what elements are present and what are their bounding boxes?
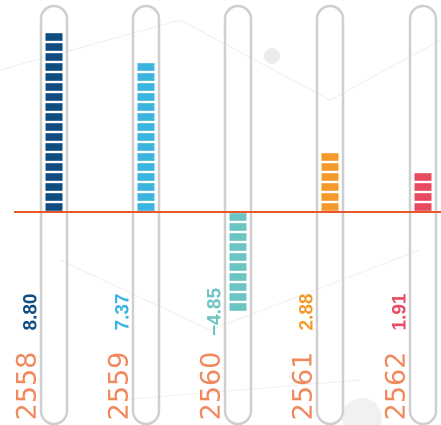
value-label: 1.91: [390, 293, 411, 330]
bar-segment: [321, 163, 339, 171]
bar-segment: [45, 123, 63, 131]
bar-track: [408, 4, 438, 425]
bar-segment: [229, 273, 247, 281]
bar-track: [131, 4, 161, 425]
bar-segment: [45, 163, 63, 171]
bar-segment: [137, 153, 155, 161]
bar-segment: [45, 93, 63, 101]
bar-segment: [321, 173, 339, 181]
bar-track: [315, 4, 345, 425]
bar-segment: [45, 83, 63, 91]
bar-segment: [45, 153, 63, 161]
bar-segment: [45, 173, 63, 181]
bar-track: [223, 4, 253, 425]
bar-segment: [137, 73, 155, 81]
bar-segment: [45, 183, 63, 191]
category-label: 2560: [196, 352, 227, 421]
bar-segment: [137, 123, 155, 131]
bar-segment: [229, 243, 247, 251]
bar-segment: [414, 203, 432, 211]
bar-segment: [137, 113, 155, 121]
bar-segment: [45, 113, 63, 121]
value-label: 8.80: [21, 294, 42, 331]
bar-segment: [321, 153, 339, 161]
bar-segment: [137, 193, 155, 201]
bar-track: [39, 4, 69, 425]
bar-segment: [137, 163, 155, 171]
bar-segment: [414, 193, 432, 201]
bar-segment: [414, 183, 432, 191]
bar-segment: [229, 263, 247, 271]
bar-2559: [137, 63, 155, 211]
bar-segment: [45, 43, 63, 51]
bar-segment: [229, 233, 247, 241]
category-label: 2559: [104, 352, 135, 421]
bar-segment: [229, 253, 247, 261]
bar-2562: [414, 173, 432, 211]
bar-2561: [321, 153, 339, 211]
bar-segment: [45, 203, 63, 211]
bar-segment: [321, 193, 339, 201]
bar-segment: [321, 203, 339, 211]
bar-segment: [45, 143, 63, 151]
bar-segment: [321, 183, 339, 191]
bar-segment: [137, 83, 155, 91]
bar-segment: [229, 213, 247, 221]
bar-segment: [137, 103, 155, 111]
bar-segment: [45, 63, 63, 71]
bar-segment: [45, 73, 63, 81]
bar-2558: [45, 33, 63, 211]
bar-segment: [45, 193, 63, 201]
value-label: 2.88: [297, 294, 318, 331]
bar-segment: [45, 133, 63, 141]
bar-2560: [229, 213, 247, 311]
bar-segment: [229, 283, 247, 291]
bar-segment: [45, 33, 63, 41]
bar-segment: [137, 173, 155, 181]
bar-segment: [137, 183, 155, 191]
bar-segment: [137, 203, 155, 211]
bar-segment: [137, 93, 155, 101]
bar-segment: [137, 63, 155, 71]
value-label: −4.85: [205, 288, 226, 337]
value-label: 7.37: [113, 294, 134, 331]
bar-segment: [45, 53, 63, 61]
category-label: 2561: [288, 352, 319, 421]
bar-segment: [229, 293, 247, 301]
bar-segment: [229, 223, 247, 231]
bar-segment: [137, 143, 155, 151]
bar-segment: [45, 103, 63, 111]
bar-segment: [137, 133, 155, 141]
bar-segment: [229, 303, 247, 311]
category-label: 2558: [12, 352, 43, 421]
category-label: 2562: [381, 352, 412, 421]
bar-segment: [414, 173, 432, 181]
